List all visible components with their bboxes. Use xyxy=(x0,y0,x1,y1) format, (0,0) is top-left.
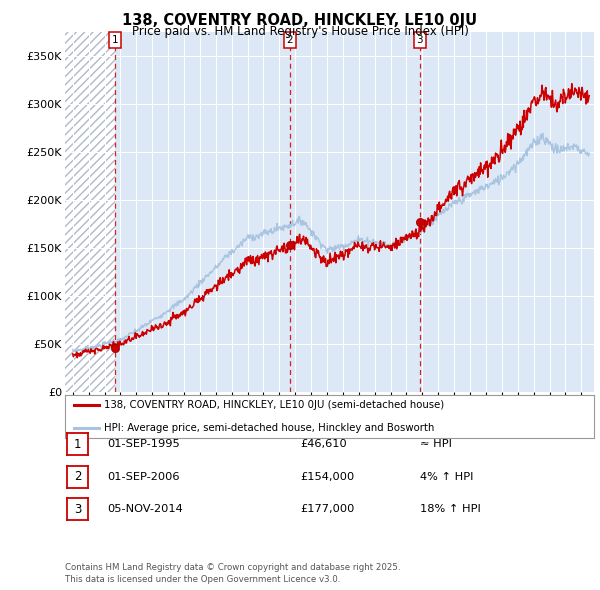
Text: 01-SEP-2006: 01-SEP-2006 xyxy=(107,472,179,481)
Text: Price paid vs. HM Land Registry's House Price Index (HPI): Price paid vs. HM Land Registry's House … xyxy=(131,25,469,38)
Text: £177,000: £177,000 xyxy=(300,504,355,514)
Text: HPI: Average price, semi-detached house, Hinckley and Bosworth: HPI: Average price, semi-detached house,… xyxy=(104,422,435,432)
Text: 138, COVENTRY ROAD, HINCKLEY, LE10 0JU: 138, COVENTRY ROAD, HINCKLEY, LE10 0JU xyxy=(122,13,478,28)
Text: ≈ HPI: ≈ HPI xyxy=(420,440,452,449)
Text: 4% ↑ HPI: 4% ↑ HPI xyxy=(420,472,473,481)
Text: Contains HM Land Registry data © Crown copyright and database right 2025.
This d: Contains HM Land Registry data © Crown c… xyxy=(65,563,400,584)
Bar xyxy=(65,32,115,392)
Point xyxy=(110,343,120,352)
Point xyxy=(415,218,425,227)
Text: 3: 3 xyxy=(74,503,82,516)
Text: 3: 3 xyxy=(416,35,423,45)
Text: 1: 1 xyxy=(74,438,82,451)
Text: 05-NOV-2014: 05-NOV-2014 xyxy=(107,504,182,514)
Text: 18% ↑ HPI: 18% ↑ HPI xyxy=(420,504,481,514)
Text: 138, COVENTRY ROAD, HINCKLEY, LE10 0JU (semi-detached house): 138, COVENTRY ROAD, HINCKLEY, LE10 0JU (… xyxy=(104,401,445,411)
Text: £46,610: £46,610 xyxy=(300,440,347,449)
Text: £154,000: £154,000 xyxy=(300,472,354,481)
Text: 2: 2 xyxy=(74,470,82,483)
Text: 01-SEP-1995: 01-SEP-1995 xyxy=(107,440,179,449)
Point xyxy=(285,240,295,249)
Text: 2: 2 xyxy=(287,35,293,45)
Text: 1: 1 xyxy=(112,35,118,45)
